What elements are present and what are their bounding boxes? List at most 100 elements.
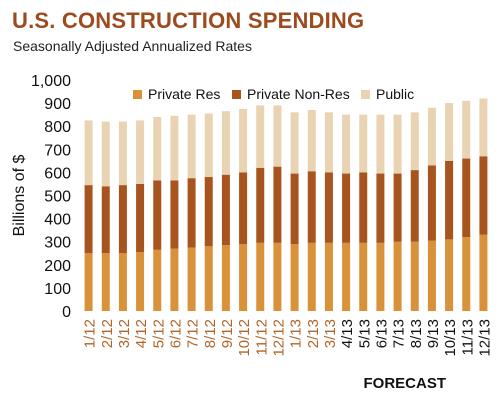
y-tick-label: 900 [44,96,71,113]
y-tick-label: 300 [44,235,71,252]
legend-label: Private Non-Res [247,86,350,102]
bar-segment-private-res [153,249,162,311]
y-tick-label: 400 [44,212,71,229]
bar-segment-private-res [256,242,265,311]
x-tick-label: 9/12 [219,319,236,348]
bar-segment-private-res [307,242,316,311]
bar-segment-public [221,111,230,175]
bar-segment-public [393,114,402,174]
x-tick-label: 10/12 [236,319,253,357]
bar-segment-private-non-res [204,177,213,247]
x-tick-label: 2/13 [305,319,322,348]
bar-segment-private-res [462,237,471,311]
bar-segment-private-non-res [136,183,145,253]
bar-segment-private-non-res [410,170,419,242]
bar-segment-private-non-res [307,171,316,243]
legend-swatch [133,90,142,99]
bar-segment-private-res [221,245,230,311]
y-tick-label: 600 [44,165,71,182]
bar-segment-private-non-res [153,180,162,250]
bar-segment-public [101,121,110,187]
legend-label: Public [376,86,414,102]
x-tick-label: 7/12 [185,319,202,348]
bar-segment-private-res [273,242,282,311]
bar-segment-public [462,100,471,159]
bar-segment-private-res [376,242,385,311]
y-tick-label: 100 [44,281,71,298]
bar-segment-public [239,108,248,173]
bar-segment-private-res [239,244,248,311]
bar-segment-private-res [204,246,213,311]
bar-segment-private-non-res [479,156,488,235]
forecast-label: FORECAST [364,375,447,392]
bar-segment-private-res [479,234,488,311]
x-tick-label: 10/13 [442,319,459,357]
x-tick-label: 11/13 [459,319,476,355]
bar-segment-public [324,112,333,173]
bar-segment-private-non-res [239,172,248,245]
bar-segment-public [273,105,282,167]
x-tick-label: 1/12 [82,319,99,348]
bar-segment-private-res [101,253,110,311]
bar-segment-private-res [393,241,402,311]
bar-segment-private-res [410,241,419,311]
x-tick-label: 7/13 [391,319,408,348]
x-tick-label: 4/12 [133,319,150,348]
bar-segment-public [376,114,385,174]
x-tick-label: 5/13 [356,319,373,348]
bar-segment-private-non-res [445,160,454,240]
bar-segment-private-non-res [376,173,385,243]
bar-segment-public [427,107,436,166]
bar-segment-private-non-res [84,185,93,254]
bar-segment-private-non-res [359,172,368,243]
bar-segment-public [170,115,179,181]
bar-segment-private-res [136,252,145,311]
bar-segment-public [153,116,162,181]
bar-segment-private-non-res [342,173,351,243]
bar-segment-private-non-res [427,165,436,241]
bar-segment-private-res [118,253,127,311]
x-tick-label: 6/12 [167,319,184,348]
bar-segment-public [84,120,93,186]
legend-swatch [232,90,241,99]
bar-segment-public [204,113,213,178]
bar-segment-private-non-res [290,173,299,245]
y-tick-label: 200 [44,258,71,275]
bar-segment-public [187,114,196,179]
bar-segment-private-non-res [221,174,230,246]
x-tick-label: 1/13 [288,319,305,348]
bar-segment-public [307,110,316,172]
bar-segment-private-non-res [324,172,333,243]
y-tick-label: 800 [44,119,71,136]
bar-segment-private-non-res [101,186,110,254]
bar-segment-private-res [84,253,93,311]
bar-segment-public [342,114,351,174]
bar-segment-private-res [359,242,368,311]
bar-segment-private-non-res [256,167,265,243]
bar-segment-private-non-res [118,185,127,254]
x-tick-label: 8/13 [408,319,425,348]
x-tick-label: 2/12 [99,319,116,348]
bar-segment-public [256,105,265,168]
bar-segment-private-res [427,240,436,311]
legend-label: Private Res [148,86,220,102]
x-tick-label: 11/12 [253,319,270,355]
bar-segment-private-non-res [462,158,471,238]
bar-segment-public [445,103,454,161]
bar-segment-private-res [187,247,196,311]
x-tick-label: 8/12 [202,319,219,348]
bar-segment-public [290,112,299,174]
x-tick-label: 12/13 [476,319,493,357]
bar-segment-private-res [445,239,454,311]
x-tick-label: 3/13 [322,319,339,348]
bar-segment-public [410,112,419,171]
bar-segment-private-res [324,242,333,311]
y-tick-label: 500 [44,189,71,206]
bar-segment-private-non-res [273,166,282,243]
x-tick-label: 4/13 [339,319,356,348]
bar-segment-private-non-res [393,173,402,242]
x-tick-label: 12/12 [270,319,287,357]
y-tick-label: 0 [62,304,71,321]
bar-segment-private-non-res [187,178,196,248]
